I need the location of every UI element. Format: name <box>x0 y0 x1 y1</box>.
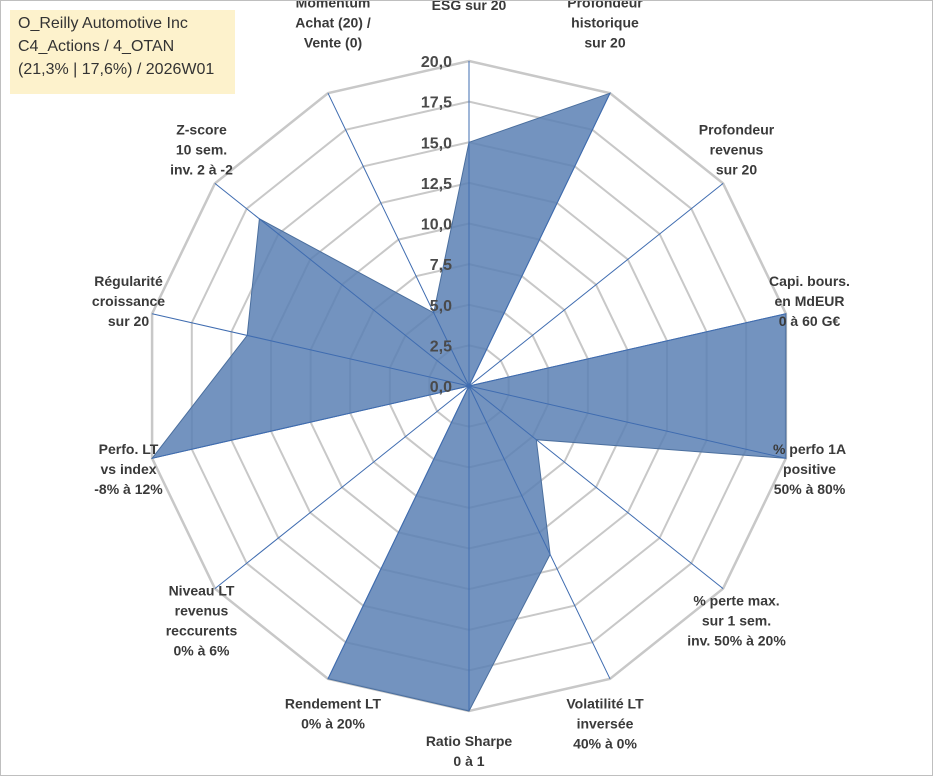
axis-label-line: -8% à 12% <box>94 481 163 497</box>
axis-label-5: % perte max. sur 1 sem. inv. 50% à 20% <box>687 593 786 649</box>
axis-label-line: ESG sur 20 <box>432 1 507 13</box>
info-metrics-week: (21,3% | 17,6%) / 2026W01 <box>18 58 235 81</box>
axis-label-line: reccurents <box>166 623 238 639</box>
axis-label-line: Rendement LT <box>285 696 382 712</box>
info-box: O_Reilly Automotive Inc C4_Actions / 4_O… <box>10 10 235 94</box>
axis-label-line: Volatilité LT <box>566 696 644 712</box>
axis-label-line: 10 sem. <box>176 141 227 157</box>
info-company-name: O_Reilly Automotive Inc <box>18 12 235 35</box>
axis-label-line: Vente (0) <box>304 34 362 50</box>
tick-label: 2,5 <box>430 338 452 355</box>
axis-label-line: inv. 2 à -2 <box>170 161 233 177</box>
tick-label: 20,0 <box>421 54 452 71</box>
axis-label-line: 40% à 0% <box>573 736 637 752</box>
tick-label: 0,0 <box>430 379 452 396</box>
axis-label-2: Profondeur revenus sur 20 <box>699 121 775 177</box>
tick-label: 7,5 <box>430 257 452 274</box>
axis-label-line: 0 à 60 G€ <box>779 313 841 329</box>
axis-label-1: Profondeur historique sur 20 <box>567 1 643 50</box>
axis-label-line: 0% à 6% <box>173 643 230 659</box>
axis-label-line: Ratio Sharpe <box>426 733 513 749</box>
tick-label: 17,5 <box>421 95 452 112</box>
axis-label-11: Régularité croissance sur 20 <box>92 273 165 329</box>
tick-label: 12,5 <box>421 176 452 193</box>
axis-label-12: Z-score 10 sem. inv. 2 à -2 <box>170 121 233 177</box>
axis-label-3: Capi. bours. en MdEUR 0 à 60 G€ <box>769 273 850 329</box>
axis-label-13: Momentum Achat (20) / Vente (0) <box>295 1 371 50</box>
axis-label-6: Volatilité LT inversée 40% à 0% <box>566 696 644 752</box>
axis-label-line: Régularité <box>94 273 163 289</box>
tick-label: 10,0 <box>421 217 452 234</box>
axis-label-line: 0% à 20% <box>301 716 365 732</box>
axis-label-line: Niveau LT <box>169 583 235 599</box>
axis-label-7: Ratio Sharpe 0 à 1 <box>426 733 513 769</box>
axis-label-0: NoteESG sur 20 <box>432 1 507 13</box>
axis-label-line: vs index <box>100 461 156 477</box>
axis-label-line: croissance <box>92 293 165 309</box>
axis-label-line: % perfo 1A <box>773 441 846 457</box>
axis-label-line: % perte max. <box>693 593 779 609</box>
axis-label-line: sur 20 <box>108 313 149 329</box>
axis-label-line: Achat (20) / <box>295 14 371 30</box>
axis-label-line: Capi. bours. <box>769 273 850 289</box>
tick-label: 15,0 <box>421 135 452 152</box>
axis-label-line: en MdEUR <box>775 293 845 309</box>
axis-label-line: sur 1 sem. <box>702 613 771 629</box>
axis-label-line: sur 20 <box>584 34 625 50</box>
axis-label-line: positive <box>783 461 836 477</box>
axis-label-line: Momentum <box>296 1 371 10</box>
axis-label-line: inv. 50% à 20% <box>687 633 786 649</box>
axis-label-line: 50% à 80% <box>774 481 846 497</box>
axis-label-8: Rendement LT 0% à 20% <box>285 696 382 732</box>
axis-label-line: sur 20 <box>716 161 757 177</box>
axis-label-line: inversée <box>577 716 634 732</box>
tick-label: 5,0 <box>430 298 452 315</box>
axis-label-4: % perfo 1A positive 50% à 80% <box>773 441 846 497</box>
info-category: C4_Actions / 4_OTAN <box>18 35 235 58</box>
axis-label-line: Profondeur <box>567 1 643 10</box>
axis-label-line: Perfo. LT <box>99 441 159 457</box>
axis-label-line: revenus <box>710 141 764 157</box>
axis-label-line: revenus <box>175 603 229 619</box>
axis-label-line: Z-score <box>176 121 227 137</box>
axis-label-line: Profondeur <box>699 121 775 137</box>
axis-label-10: Perfo. LT vs index -8% à 12% <box>94 441 163 497</box>
axis-label-9: Niveau LT revenus reccurents 0% à 6% <box>166 583 238 659</box>
axis-label-line: historique <box>571 14 639 30</box>
axis-label-line: 0 à 1 <box>453 753 484 769</box>
